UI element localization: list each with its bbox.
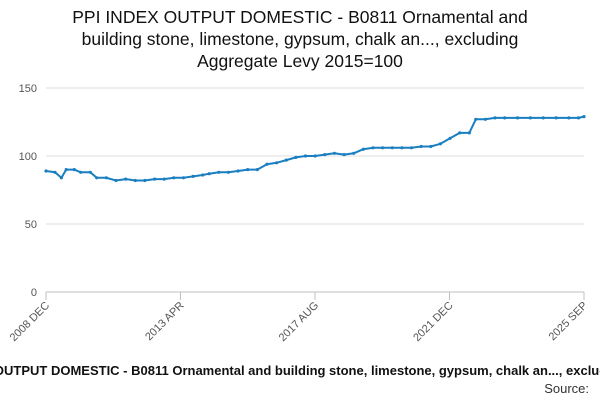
data-point: [236, 169, 240, 173]
data-point: [400, 146, 404, 150]
data-point: [503, 116, 507, 120]
data-point: [64, 168, 68, 172]
data-point: [265, 162, 269, 166]
data-point: [381, 146, 385, 150]
data-point: [361, 147, 365, 151]
data-point: [323, 153, 327, 157]
data-point: [255, 168, 259, 172]
data-point: [153, 177, 157, 181]
x-tick-label: 2025 SEP: [547, 300, 591, 344]
data-point: [474, 117, 478, 121]
data-point: [567, 116, 571, 120]
data-point: [217, 170, 221, 174]
data-point: [458, 131, 462, 135]
y-tick-label: 100: [19, 151, 37, 163]
data-point: [53, 170, 57, 174]
data-point: [303, 154, 308, 158]
data-point: [390, 146, 394, 150]
data-point: [332, 151, 336, 155]
source-label: Source:: [544, 381, 589, 396]
chart-title-line-3: Aggregate Levy 2015=100: [197, 51, 403, 71]
data-point: [438, 142, 442, 146]
data-point: [448, 136, 452, 140]
axes: 0 50 100 150 2008 DEC 2013 APR 2017 AUG 2021 DE…: [8, 83, 590, 344]
x-tick-label: 2013 APR: [143, 300, 187, 344]
series-layer: [44, 115, 586, 183]
chart-title-line-1: PPI INDEX OUTPUT DOMESTIC - B0811 Orname…: [72, 7, 528, 27]
x-tick-label: 2021 DEC: [411, 300, 455, 344]
data-point: [528, 116, 533, 120]
data-point: [104, 176, 108, 180]
x-tick-label: 2017 AUG: [277, 300, 321, 344]
data-point: [515, 116, 520, 120]
data-point: [246, 168, 250, 172]
chart-title-line-2: building stone, limestone, gypsum, chalk…: [81, 29, 519, 49]
data-point: [191, 174, 195, 178]
data-point: [493, 116, 497, 120]
data-point: [162, 177, 166, 181]
data-point: [133, 178, 137, 183]
data-point: [554, 116, 558, 120]
data-point: [226, 170, 230, 174]
data-point: [143, 178, 147, 183]
series-caption: PPI INDEX OUTPUT DOMESTIC - B0811 Orname…: [0, 363, 600, 378]
series-line: [45, 115, 585, 182]
data-point: [576, 116, 581, 120]
data-point: [419, 144, 423, 149]
data-point: [313, 154, 317, 158]
data-point: [429, 144, 433, 149]
data-point: [409, 146, 414, 150]
data-point: [207, 172, 211, 176]
data-point: [88, 170, 92, 174]
y-tick-label: 50: [25, 219, 37, 231]
data-point: [467, 131, 471, 135]
x-tick-label: 2008 DEC: [8, 300, 52, 344]
y-tick-label: 150: [19, 83, 37, 95]
data-point: [95, 176, 99, 180]
data-point: [582, 115, 586, 119]
data-point: [541, 116, 545, 120]
chart-title: PPI INDEX OUTPUT DOMESTIC - B0811 Orname…: [0, 6, 600, 72]
data-point: [124, 177, 128, 181]
data-point: [294, 155, 298, 159]
data-point: [201, 173, 205, 177]
data-point: [172, 176, 176, 180]
data-point: [342, 153, 346, 157]
data-point: [352, 151, 356, 155]
data-point: [72, 168, 76, 172]
data-point: [284, 158, 288, 162]
data-point: [483, 117, 487, 121]
data-point: [114, 178, 118, 183]
y-tick-label: 0: [31, 287, 37, 299]
data-point: [44, 169, 48, 173]
data-point: [371, 146, 375, 150]
data-point: [79, 170, 83, 174]
data-point: [181, 176, 186, 180]
data-point: [275, 161, 279, 165]
data-point: [59, 176, 64, 180]
